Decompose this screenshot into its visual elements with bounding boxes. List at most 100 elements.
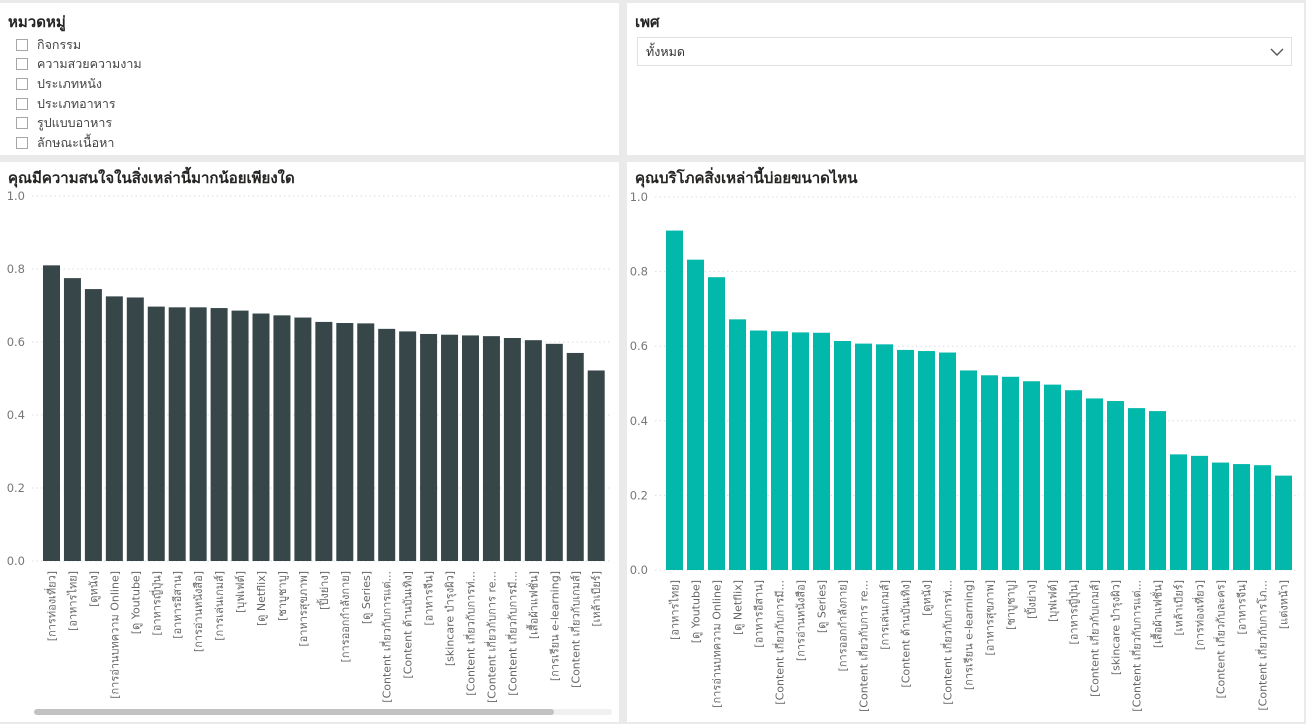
bar: [1128, 408, 1145, 570]
checkbox[interactable]: [16, 117, 28, 130]
checkbox[interactable]: [16, 136, 28, 149]
bar: [1254, 465, 1271, 570]
bar: [566, 352, 584, 561]
x-tick-label: [การท่องเที่ยว]: [44, 571, 59, 641]
x-tick-label: [Content เกี่ยวกับการท่...: [940, 580, 955, 705]
x-tick-label: [Content เกี่ยวกับการ re...: [483, 571, 498, 703]
y-tick-label: 0.6: [7, 335, 25, 349]
slicer-item-label: รูปแบบอาหาร: [37, 115, 113, 131]
slicer-item-label: กิจกรรม: [37, 36, 82, 52]
y-tick-label: 0.8: [630, 265, 648, 279]
x-tick-label: [Content ด้านบันเทิง]: [402, 571, 415, 679]
y-tick-label: 0.4: [7, 408, 25, 422]
scrollbar-thumb[interactable]: [34, 709, 554, 715]
checkbox[interactable]: [16, 97, 28, 110]
bar: [939, 352, 956, 570]
bar: [771, 331, 788, 570]
x-tick-label: [เสื้อผ้าแฟชั่น]: [1150, 580, 1165, 648]
bar: [231, 310, 249, 561]
horizontal-scrollbar[interactable]: [34, 709, 612, 715]
bar: [482, 336, 500, 561]
x-tick-label: [Content เกี่ยวกับการแต่...: [1129, 580, 1144, 712]
slicer-item-beauty[interactable]: ความสวยความงาม: [16, 55, 142, 75]
y-tick-label: 1.0: [7, 189, 25, 203]
bar: [315, 321, 333, 561]
chevron-down-icon: [1270, 48, 1284, 56]
x-tick-label: [การอ่านบทความ Online]: [711, 580, 724, 708]
x-tick-label: [อาหารจีน]: [423, 571, 436, 626]
bar: [792, 332, 809, 570]
x-tick-label: [อาหารอีสาน]: [171, 571, 184, 639]
x-tick-label: [การอ่านหนังสือ]: [192, 571, 205, 652]
x-tick-label: [Content เกี่ยวกับการโภ...: [1255, 580, 1270, 711]
bar: [834, 340, 851, 570]
bar: [750, 330, 767, 570]
x-tick-label: [เหล้าเบียร์]: [590, 571, 603, 627]
bar: [876, 344, 893, 570]
bar: [855, 343, 872, 570]
bar: [1065, 390, 1082, 570]
slicer-item-label: ประเภทหนัง: [37, 75, 103, 91]
bar: [813, 332, 830, 570]
x-tick-label: [เหล้าเบียร์]: [1173, 580, 1186, 636]
y-tick-label: 0.4: [630, 414, 648, 428]
bar: [524, 340, 542, 561]
category-slicer-panel: หมวดหมู่ กิจกรรม ความสวยความงาม ประเภทหน…: [0, 3, 619, 155]
slicer-item-content-type[interactable]: ลักษณะเนื้อหา: [16, 133, 142, 153]
consumption-chart-panel: คุณบริโภคสิ่งเหล่านี้บ่อยขนาดไหน 0.0 0.2 0…: [627, 162, 1304, 722]
slicer-item-label: ประเภทอาหาร: [37, 95, 116, 111]
x-tick-label: [อาหารไทย]: [66, 571, 79, 631]
y-tick-label: 0.2: [630, 488, 648, 502]
x-tick-label: [การเรียน e-learning]: [963, 580, 976, 690]
slicer-item-food-type[interactable]: ประเภทอาหาร: [16, 94, 142, 114]
checkbox[interactable]: [16, 77, 28, 90]
bar: [1233, 464, 1250, 570]
interest-chart-title: คุณมีความสนใจในสิ่งเหล่านี้มากน้อยเพียงใ…: [8, 169, 295, 187]
x-tick-label: [อาหารญี่ปุ่น]: [1066, 580, 1081, 645]
slicer-item-movie-type[interactable]: ประเภทหนัง: [16, 74, 142, 94]
bar: [84, 289, 102, 561]
bar: [168, 307, 186, 561]
x-tick-label: [Content ด้านบันเทิง]: [900, 580, 913, 688]
gender-slicer-panel: เพศ ทั้งหมด: [627, 3, 1304, 155]
consumption-bar-chart: 0.0 0.2 0.4 0.6 0.8 1.0 [อาหารไทย] [ดู Youtube]…: [630, 190, 1299, 712]
bar: [1212, 462, 1229, 570]
x-tick-label: [อาหารจีน]: [1236, 580, 1249, 635]
x-tick-label: [อาหารอีสาน]: [753, 580, 766, 648]
x-tick-label: [ดู Series]: [816, 580, 829, 633]
bar: [545, 343, 563, 561]
bar: [981, 375, 998, 570]
x-tick-label: [เสื้อผ้าแฟชั่น]: [525, 571, 540, 639]
x-tick-label: [การท่องเที่ยว]: [1192, 580, 1207, 650]
gender-dropdown[interactable]: ทั้งหมด: [637, 37, 1292, 66]
bar: [399, 331, 417, 561]
bar: [1002, 376, 1019, 570]
bar: [43, 265, 60, 561]
bar: [336, 323, 354, 561]
x-tick-label: [ปิ้งย่าง]: [1024, 580, 1039, 619]
bar: [252, 313, 270, 561]
x-tick-label: [Content เกี่ยวกับละคร]: [1213, 580, 1228, 698]
x-tick-label: [Content เกี่ยวกับการมี...: [772, 580, 787, 705]
x-tick-label: [Content เกี่ยวกับการ re...: [856, 580, 871, 712]
x-tick-label: [Content เกี่ยวกับเกมส์]: [1087, 580, 1102, 697]
bar: [210, 308, 228, 561]
checkbox[interactable]: [16, 38, 28, 51]
bar: [587, 370, 605, 561]
bar: [687, 259, 704, 570]
bar: [666, 230, 683, 570]
bar: [189, 307, 207, 561]
bar: [126, 297, 144, 561]
slicer-item-label: ลักษณะเนื้อหา: [37, 134, 115, 150]
slicer-item-activity[interactable]: กิจกรรม: [16, 35, 142, 55]
bar: [729, 319, 746, 570]
x-tick-label: [ดู Netflix]: [255, 571, 268, 626]
x-tick-label: [การเรียน e-learning]: [548, 571, 561, 681]
checkbox[interactable]: [16, 58, 28, 71]
bar: [708, 277, 725, 570]
bar: [378, 328, 396, 561]
slicer-item-food-style[interactable]: รูปแบบอาหาร: [16, 113, 142, 133]
bar: [273, 315, 291, 561]
bar: [1170, 454, 1187, 570]
bar: [441, 334, 459, 561]
